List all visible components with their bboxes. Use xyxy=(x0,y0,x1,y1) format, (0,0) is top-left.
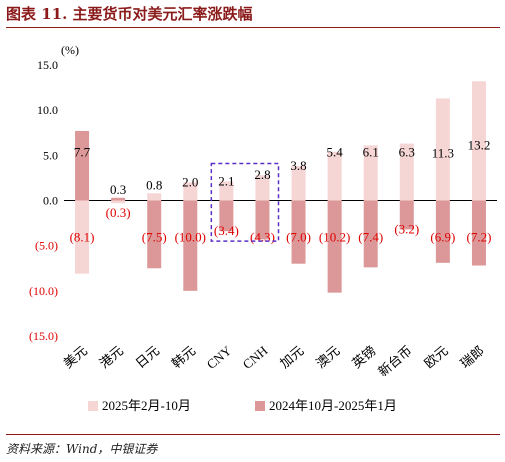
data-label-positive: 13.2 xyxy=(468,138,491,153)
bar-series-a xyxy=(399,143,414,201)
bar-series-b xyxy=(147,200,162,269)
data-label-negative: (6.9) xyxy=(430,230,455,245)
category-label: 瑞郎 xyxy=(457,343,487,371)
y-tick-label: (5.0) xyxy=(35,239,58,253)
legend-swatch-a xyxy=(88,401,98,411)
bar-series-a xyxy=(363,145,378,201)
legend-label-b: 2024年10月-2025年1月 xyxy=(269,398,397,413)
data-label-negative: (3.4) xyxy=(214,223,239,238)
y-tick-label: 10.0 xyxy=(37,103,58,117)
data-label-negative: (7.0) xyxy=(286,230,311,245)
series-b-bars xyxy=(75,130,486,293)
bar-series-b xyxy=(399,200,414,230)
bar-chart: 15.0 10.0 5.0 0.0 (5.0) (10.0) (15.0) (%) 7.7 (8… xyxy=(29,43,497,413)
highlight-box xyxy=(210,162,280,242)
bar-series-a xyxy=(255,175,270,201)
legend-label-a: 2025年2月-10月 xyxy=(102,398,191,413)
data-label-positive: 3.8 xyxy=(290,158,306,173)
data-label-positive: 2.8 xyxy=(254,167,270,182)
bar-series-a xyxy=(435,98,450,201)
data-label-negative: (4.3) xyxy=(250,230,275,245)
category-label: CNY xyxy=(204,342,235,372)
bar-series-a xyxy=(111,200,126,204)
title-divider xyxy=(6,27,500,28)
bar-series-a xyxy=(471,81,486,201)
category-label: CNH xyxy=(240,343,271,372)
bar-series-b xyxy=(255,200,270,240)
category-label: 韩元 xyxy=(169,343,199,371)
y-tick-label: (10.0) xyxy=(29,284,58,298)
y-tick-label: 0.0 xyxy=(43,194,58,208)
bar-series-a xyxy=(183,182,198,201)
category-label: 美元 xyxy=(60,343,90,371)
y-axis: 15.0 10.0 5.0 0.0 (5.0) (10.0) (15.0) (%) xyxy=(29,43,497,343)
category-label: 欧元 xyxy=(421,343,451,371)
bar-series-b xyxy=(219,200,234,232)
bar-series-b xyxy=(435,200,450,263)
y-tick-label: 5.0 xyxy=(43,148,58,162)
bar-series-b xyxy=(471,200,486,266)
category-label: 澳元 xyxy=(313,343,343,371)
category-label: 英镑 xyxy=(349,343,379,371)
data-label-positive: 2.1 xyxy=(218,174,234,189)
data-label-positive: 6.1 xyxy=(363,145,379,160)
category-label: 新台币 xyxy=(375,343,415,380)
data-label-negative: (8.1) xyxy=(70,230,95,245)
data-label-positive: 11.3 xyxy=(432,146,454,161)
data-label-positive: 0.8 xyxy=(146,177,162,192)
data-label-positive: 5.4 xyxy=(327,145,344,160)
source-divider xyxy=(6,434,500,435)
y-tick-label: 15.0 xyxy=(37,58,58,72)
bar-series-b xyxy=(327,200,342,293)
data-label-positive: 2.0 xyxy=(182,174,198,189)
data-label-positive: 0.3 xyxy=(110,182,126,197)
y-tick-label: (15.0) xyxy=(29,329,58,343)
category-label: 加元 xyxy=(277,343,307,371)
data-label-negative: (0.3) xyxy=(106,205,131,220)
data-label-negative: (10.2) xyxy=(319,230,350,245)
bar-series-a xyxy=(147,193,162,201)
y-unit-label: (%) xyxy=(61,43,79,57)
legend: 2025年2月-10月 2024年10月-2025年1月 xyxy=(88,398,397,413)
bar-series-a xyxy=(75,200,90,274)
bar-series-b xyxy=(75,130,90,201)
bar-series-b xyxy=(183,200,198,291)
series-a-bars xyxy=(75,81,486,274)
bar-series-a xyxy=(327,151,342,201)
bar-series-a xyxy=(219,181,234,201)
chart-title: 图表 11. 主要货币对美元汇率涨跌幅 xyxy=(6,5,253,23)
data-label-negative: (7.4) xyxy=(358,230,383,245)
data-label-positive: 6.3 xyxy=(399,145,415,160)
data-label-negative: (10.0) xyxy=(175,230,206,245)
data-label-positive: 7.7 xyxy=(74,145,91,160)
category-label: 港元 xyxy=(96,343,126,371)
data-label-negative: (7.5) xyxy=(142,230,167,245)
legend-swatch-b xyxy=(255,401,265,411)
data-label-negative: (3.2) xyxy=(394,221,419,236)
data-labels: 7.7 (8.1) 0.3 (0.3) 0.8 (7.5) 2.0 (10.0) 2.1 (3.4… xyxy=(70,138,492,245)
category-label: 日元 xyxy=(133,343,163,371)
bar-series-b xyxy=(291,200,306,264)
source-note: 资料来源：Wind，中银证券 xyxy=(6,442,158,456)
bar-series-b xyxy=(111,197,126,201)
data-label-negative: (7.2) xyxy=(466,230,491,245)
bar-series-b xyxy=(363,200,378,268)
bar-series-a xyxy=(291,166,306,201)
